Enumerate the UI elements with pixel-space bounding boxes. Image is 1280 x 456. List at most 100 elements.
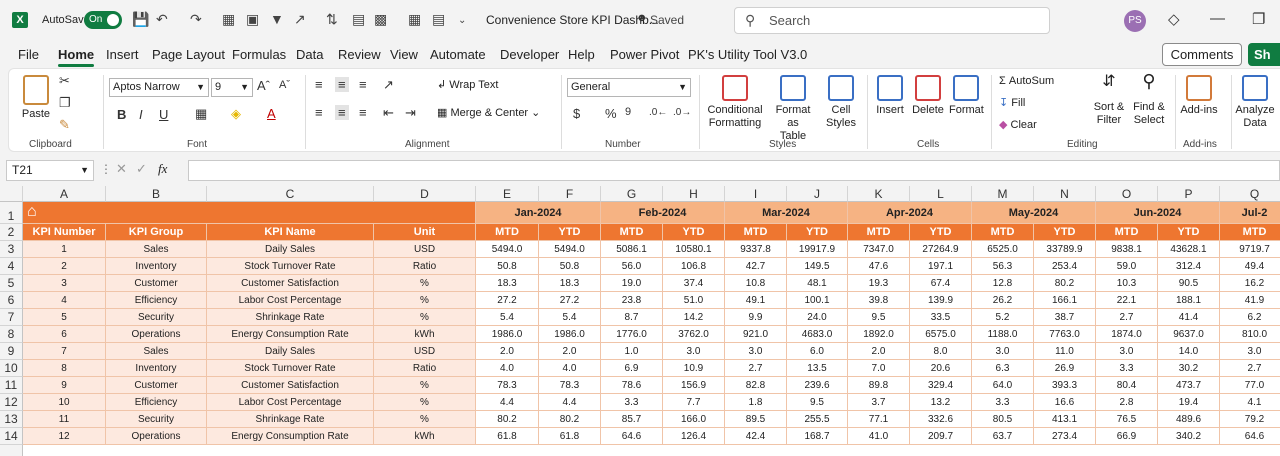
data-cell[interactable]: 3.3 (972, 394, 1034, 411)
increase-font-icon[interactable]: Aˆ (257, 78, 270, 93)
column-title[interactable]: KPI Name (207, 224, 374, 241)
column-header-D[interactable]: D (374, 186, 476, 202)
data-cell[interactable]: 4.0 (539, 360, 601, 377)
orientation-icon[interactable]: ↗ (383, 77, 394, 92)
column-header-M[interactable]: M (972, 186, 1034, 202)
data-cell[interactable]: 11 (23, 411, 106, 428)
data-cell[interactable]: 18.3 (539, 275, 601, 292)
tab-review[interactable]: Review (338, 47, 381, 62)
insert-cells-button[interactable]: Insert (873, 75, 907, 117)
increase-indent-icon[interactable]: ⇥ (405, 105, 416, 120)
data-cell[interactable]: Operations (106, 428, 207, 445)
data-cell[interactable]: Operations (106, 326, 207, 343)
data-cell[interactable]: 2 (23, 258, 106, 275)
name-box[interactable]: T21 ▼ (6, 160, 94, 181)
data-cell[interactable]: 41.4 (1158, 309, 1220, 326)
sort-icon[interactable]: ⇅ (326, 11, 338, 27)
month-header[interactable]: May-2024 (972, 202, 1096, 224)
data-cell[interactable]: 2.7 (1220, 360, 1280, 377)
align-right-icon[interactable]: ≡ (359, 105, 367, 120)
row-header-1[interactable]: 1 (0, 202, 23, 224)
tab-power-pivot[interactable]: Power Pivot (610, 47, 680, 62)
diamond-icon[interactable]: ◇ (1168, 11, 1180, 28)
month-header[interactable]: Jul-2 (1220, 202, 1280, 224)
data-cell[interactable]: 489.6 (1158, 411, 1220, 428)
data-cell[interactable]: 9637.0 (1158, 326, 1220, 343)
data-cell[interactable]: 56.0 (601, 258, 663, 275)
data-cell[interactable]: 473.7 (1158, 377, 1220, 394)
select-all-corner[interactable] (0, 186, 23, 202)
data-cell[interactable]: 10.9 (663, 360, 725, 377)
column-header-K[interactable]: K (848, 186, 910, 202)
data-cell[interactable]: Inventory (106, 360, 207, 377)
data-cell[interactable]: 100.1 (787, 292, 848, 309)
column-header-N[interactable]: N (1034, 186, 1096, 202)
find-select-button[interactable]: ⚲ Find & Select (1129, 72, 1169, 127)
align-top-icon[interactable]: ≡ (315, 77, 323, 92)
data-cell[interactable]: 77.0 (1220, 377, 1280, 394)
data-cell[interactable]: 20.6 (910, 360, 972, 377)
data-cell[interactable]: 273.4 (1034, 428, 1096, 445)
bold-icon[interactable]: B (117, 107, 127, 122)
restore-icon[interactable]: ❐ (1252, 11, 1266, 28)
decrease-font-icon[interactable]: Aˇ (279, 79, 290, 91)
data-cell[interactable]: 139.9 (910, 292, 972, 309)
data-cell[interactable]: Energy Consumption Rate (207, 326, 374, 343)
data-cell[interactable]: 19.3 (848, 275, 910, 292)
fill-color-icon[interactable]: ◈ (231, 106, 241, 121)
data-cell[interactable]: 14.0 (1158, 343, 1220, 360)
month-header[interactable]: Jan-2024 (476, 202, 601, 224)
autosum-button[interactable]: Σ AutoSum (999, 75, 1054, 88)
data-cell[interactable]: 80.2 (539, 411, 601, 428)
data-cell[interactable]: 2.0 (539, 343, 601, 360)
data-cell[interactable]: 7347.0 (848, 241, 910, 258)
data-cell[interactable]: 7.7 (663, 394, 725, 411)
align-left-icon[interactable]: ≡ (315, 105, 323, 120)
autosave-toggle[interactable]: On (84, 11, 122, 29)
tab-insert[interactable]: Insert (106, 47, 139, 62)
align-center-icon[interactable]: ≡ (335, 105, 349, 120)
data-cell[interactable]: kWh (374, 326, 476, 343)
data-cell[interactable]: 3.0 (725, 343, 787, 360)
data-cell[interactable]: 168.7 (787, 428, 848, 445)
data-cell[interactable]: 90.5 (1158, 275, 1220, 292)
data-cell[interactable]: 79.2 (1220, 411, 1280, 428)
clear-button[interactable]: ◆ Clear (999, 119, 1037, 132)
add-ins-button[interactable]: Add-ins (1179, 75, 1219, 117)
data-cell[interactable]: % (374, 411, 476, 428)
column-header-I[interactable]: I (725, 186, 787, 202)
tab-data[interactable]: Data (296, 47, 324, 62)
data-cell[interactable]: 106.8 (663, 258, 725, 275)
home-icon[interactable]: ⌂ (27, 203, 37, 220)
data-cell[interactable]: 2.8 (1096, 394, 1158, 411)
data-cell[interactable]: 2.0 (476, 343, 539, 360)
data-cell[interactable]: Sales (106, 343, 207, 360)
data-cell[interactable]: 5.4 (476, 309, 539, 326)
italic-icon[interactable]: I (139, 107, 143, 122)
data-cell[interactable]: 24.0 (787, 309, 848, 326)
column-header-J[interactable]: J (787, 186, 848, 202)
data-cell[interactable]: 9838.1 (1096, 241, 1158, 258)
data-cell[interactable]: 166.1 (1034, 292, 1096, 309)
data-cell[interactable]: 3 (23, 275, 106, 292)
tab-utility-tool[interactable]: PK's Utility Tool V3.0 (688, 47, 808, 62)
data-cell[interactable]: 3.0 (1096, 343, 1158, 360)
data-cell[interactable]: % (374, 309, 476, 326)
data-cell[interactable]: 10.3 (1096, 275, 1158, 292)
data-cell[interactable]: Customer Satisfaction (207, 377, 374, 394)
home-banner-cell[interactable]: ⌂ (23, 202, 476, 224)
data-cell[interactable]: 7 (23, 343, 106, 360)
data-cell[interactable]: 33.5 (910, 309, 972, 326)
data-cell[interactable]: 5494.0 (539, 241, 601, 258)
column-header-P[interactable]: P (1158, 186, 1220, 202)
data-cell[interactable]: 50.8 (539, 258, 601, 275)
format-cells-button[interactable]: Format (949, 75, 984, 117)
align-bottom-icon[interactable]: ≡ (359, 77, 367, 92)
data-cell[interactable]: 6.9 (601, 360, 663, 377)
data-cell[interactable]: 64.0 (972, 377, 1034, 394)
data-cell[interactable]: 9719.7 (1220, 241, 1280, 258)
data-cell[interactable]: 89.8 (848, 377, 910, 394)
data-cell[interactable]: 11.0 (1034, 343, 1096, 360)
data-cell[interactable]: 33789.9 (1034, 241, 1096, 258)
formula-input[interactable] (188, 160, 1280, 181)
